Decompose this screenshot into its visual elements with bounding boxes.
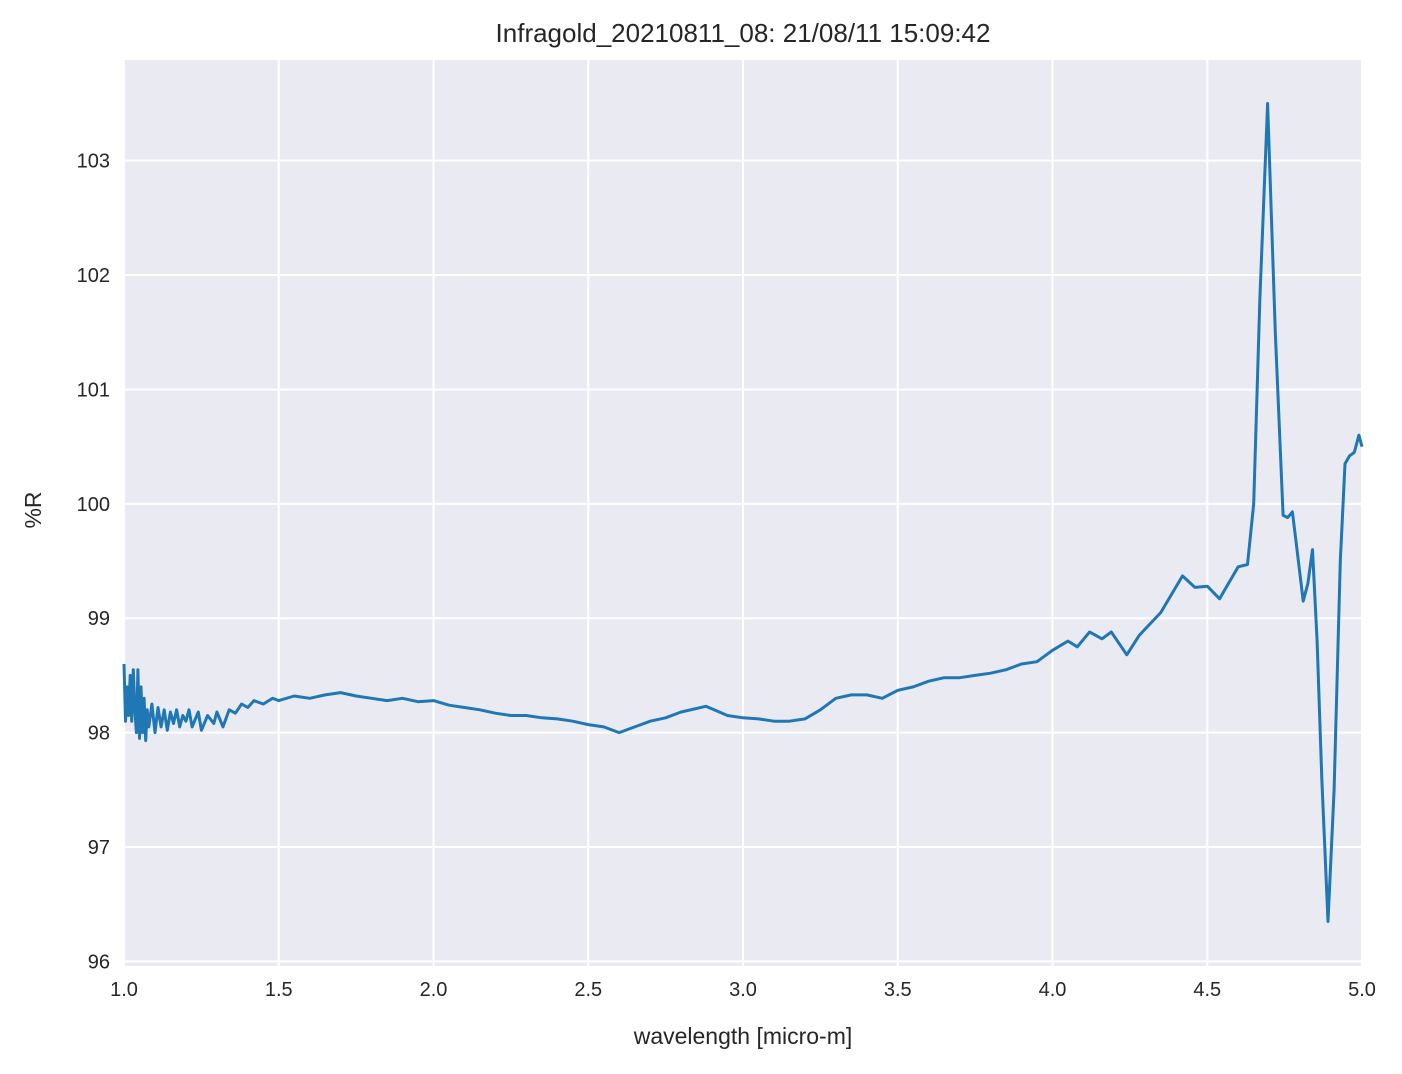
x-tick-label: 4.0: [1039, 979, 1067, 1001]
y-tick-label: 100: [77, 494, 110, 516]
y-tick-label: 103: [77, 151, 110, 173]
y-tick-label: 101: [77, 379, 110, 401]
y-tick-label: 97: [88, 837, 110, 859]
x-tick-label: 3.5: [884, 979, 912, 1001]
x-tick-label: 2.5: [574, 979, 602, 1001]
x-axis-label: wavelength [micro-m]: [633, 1023, 853, 1049]
x-tick-label: 4.5: [1193, 979, 1221, 1001]
y-tick-label: 99: [88, 608, 110, 630]
chart-title: Infragold_20210811_08: 21/08/11 15:09:42: [496, 18, 991, 48]
y-tick-label: 102: [77, 265, 110, 287]
y-axis-label: %R: [20, 491, 46, 528]
x-tick-label: 1.5: [265, 979, 293, 1001]
y-tick-label: 98: [88, 723, 110, 745]
x-tick-label: 5.0: [1348, 979, 1376, 1001]
y-tick-label: 96: [88, 951, 110, 973]
x-tick-label: 1.0: [110, 979, 138, 1001]
x-tick-label: 2.0: [420, 979, 448, 1001]
x-tick-label: 3.0: [729, 979, 757, 1001]
tick-labels: 1.0 1.5 2.0 2.5 3.0 3.5 4.0 4.5 5.0 96 97 98 99 100 10…: [77, 151, 1376, 1001]
grid: [123, 60, 1363, 966]
series-line: [122, 102, 1364, 923]
